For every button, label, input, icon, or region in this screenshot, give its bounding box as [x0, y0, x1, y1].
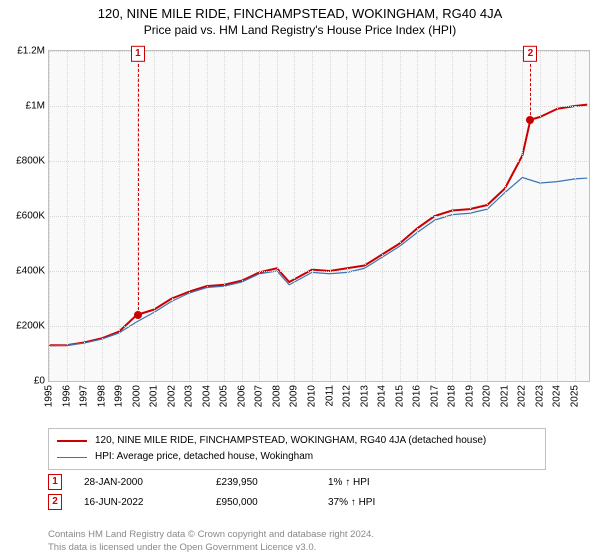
legend: 120, NINE MILE RIDE, FINCHAMPSTEAD, WOKI… — [48, 428, 546, 470]
y-axis-label: £1M — [26, 101, 49, 112]
x-axis-label: 1995 — [44, 385, 55, 407]
footer: Contains HM Land Registry data © Crown c… — [48, 528, 374, 554]
y-axis-label: £200K — [16, 321, 49, 332]
sale-date: 28-JAN-2000 — [84, 477, 194, 488]
sale-index-box: 2 — [48, 494, 62, 510]
x-axis-label: 2012 — [342, 385, 353, 407]
x-axis-label: 2021 — [499, 385, 510, 407]
x-axis-label: 2011 — [324, 385, 335, 407]
sale-marker-box: 2 — [523, 46, 537, 62]
x-axis-label: 2022 — [517, 385, 528, 407]
x-axis-label: 2023 — [534, 385, 545, 407]
page-title: 120, NINE MILE RIDE, FINCHAMPSTEAD, WOKI… — [0, 6, 600, 21]
x-axis-label: 2006 — [236, 385, 247, 407]
legend-item-address: 120, NINE MILE RIDE, FINCHAMPSTEAD, WOKI… — [57, 433, 537, 449]
sale-price: £239,950 — [216, 477, 306, 488]
legend-swatch — [57, 440, 87, 442]
legend-item-hpi: HPI: Average price, detached house, Woki… — [57, 449, 537, 465]
sale-row: 2 16-JUN-2022 £950,000 37% ↑ HPI — [48, 492, 588, 512]
sales-table: 1 28-JAN-2000 £239,950 1% ↑ HPI 2 16-JUN… — [48, 472, 588, 512]
x-axis-label: 2003 — [184, 385, 195, 407]
x-axis-label: 2010 — [306, 385, 317, 407]
y-axis-label: £1.2M — [17, 46, 49, 57]
x-axis-label: 1998 — [96, 385, 107, 407]
x-axis-label: 2008 — [271, 385, 282, 407]
price-chart: £0£200K£400K£600K£800K£1M£1.2M1995199619… — [48, 50, 590, 382]
sale-date: 16-JUN-2022 — [84, 497, 194, 508]
y-axis-label: £800K — [16, 156, 49, 167]
footer-line2: This data is licensed under the Open Gov… — [48, 541, 374, 554]
x-axis-label: 2024 — [552, 385, 563, 407]
title-block: 120, NINE MILE RIDE, FINCHAMPSTEAD, WOKI… — [0, 0, 600, 37]
x-axis-label: 2013 — [359, 385, 370, 407]
x-axis-label: 2009 — [289, 385, 300, 407]
x-axis-label: 2019 — [464, 385, 475, 407]
x-axis-label: 2005 — [219, 385, 230, 407]
legend-label: 120, NINE MILE RIDE, FINCHAMPSTEAD, WOKI… — [95, 433, 486, 449]
x-axis-label: 2017 — [429, 385, 440, 407]
x-axis-label: 2018 — [447, 385, 458, 407]
sale-price: £950,000 — [216, 497, 306, 508]
page-subtitle: Price paid vs. HM Land Registry's House … — [0, 23, 600, 37]
x-axis-label: 2007 — [254, 385, 265, 407]
y-axis-label: £600K — [16, 211, 49, 222]
sale-pct: 37% ↑ HPI — [328, 497, 408, 508]
x-axis-label: 2001 — [149, 385, 160, 407]
sale-pct: 1% ↑ HPI — [328, 477, 408, 488]
sale-row: 1 28-JAN-2000 £239,950 1% ↑ HPI — [48, 472, 588, 492]
footer-line1: Contains HM Land Registry data © Crown c… — [48, 528, 374, 541]
x-axis-label: 2002 — [166, 385, 177, 407]
legend-swatch — [57, 457, 87, 458]
x-axis-label: 2020 — [482, 385, 493, 407]
sale-marker-box: 1 — [131, 46, 145, 62]
legend-label: HPI: Average price, detached house, Woki… — [95, 449, 313, 465]
x-axis-label: 2025 — [569, 385, 580, 407]
x-axis-label: 2016 — [412, 385, 423, 407]
sale-index-box: 1 — [48, 474, 62, 490]
x-axis-label: 2000 — [131, 385, 142, 407]
y-axis-label: £400K — [16, 266, 49, 277]
x-axis-label: 1997 — [79, 385, 90, 407]
x-axis-label: 2004 — [201, 385, 212, 407]
x-axis-label: 1996 — [61, 385, 72, 407]
x-axis-label: 1999 — [114, 385, 125, 407]
sale-marker-dot — [134, 311, 142, 319]
x-axis-label: 2015 — [394, 385, 405, 407]
x-axis-label: 2014 — [377, 385, 388, 407]
sale-marker-dot — [526, 116, 534, 124]
